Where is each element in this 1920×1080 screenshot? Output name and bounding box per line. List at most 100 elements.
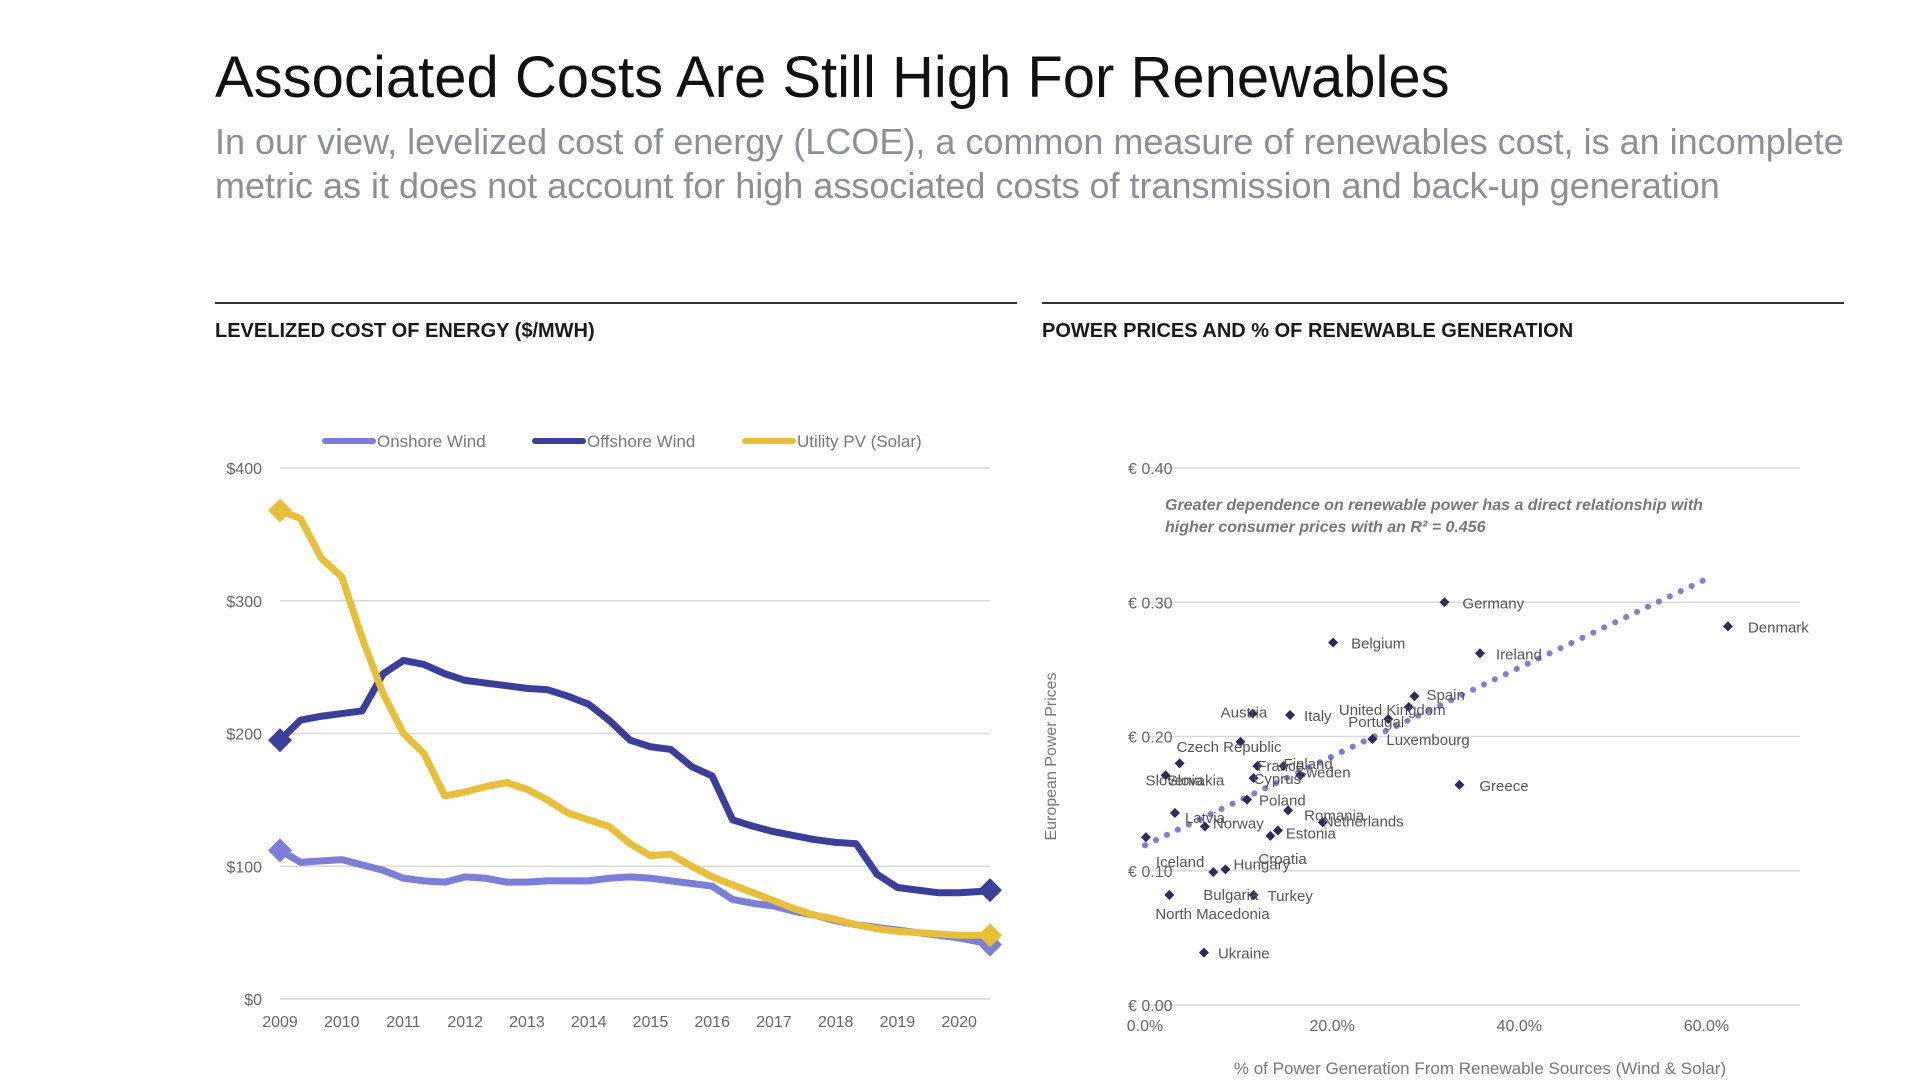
- point-label-united-kingdom: United Kingdom: [1339, 702, 1446, 719]
- data-point-ukraine: [1198, 947, 1209, 958]
- data-point-czech-republic: [1235, 736, 1246, 747]
- y-tick-label: $200: [226, 727, 262, 744]
- x-tick-label: 2012: [447, 1014, 483, 1031]
- annotation-line-2: higher consumer prices with an R² = 0.45…: [1165, 519, 1486, 536]
- data-point-belgium: [1328, 637, 1339, 648]
- x-tick-label: 2013: [509, 1014, 545, 1031]
- x-tick-label: 20.0%: [1309, 1018, 1354, 1035]
- series-line-utility-pv-solar: [276, 506, 994, 939]
- point-label-cyprus: Cyprus: [1254, 771, 1302, 788]
- data-point-greece: [1454, 779, 1465, 790]
- series-end-marker-utility-pv-solar: [978, 923, 1002, 948]
- point-label-bulgaria: Bulgaria: [1203, 887, 1259, 904]
- y-tick-label: $100: [226, 859, 262, 876]
- series-start-marker-utility-pv-solar: [268, 498, 292, 523]
- x-tick-label: 2014: [571, 1014, 607, 1031]
- point-label-austria: Austria: [1221, 705, 1268, 722]
- y-tick-label: $400: [226, 461, 262, 478]
- x-tick-label: 2016: [694, 1014, 730, 1031]
- lcoe-line-chart: $0 $100 $200 $300 $400 2009 2010 2011 2012 2013 20…: [226, 432, 1002, 1031]
- point-label-latvia: Latvia: [1185, 810, 1226, 827]
- data-point-spain: [1409, 691, 1420, 702]
- point-label-north-macedonia: North Macedonia: [1155, 906, 1270, 923]
- y-tick-label: € 0.00: [1128, 998, 1173, 1015]
- data-point-slovakia: [1174, 758, 1185, 769]
- point-label-ukraine: Ukraine: [1218, 946, 1270, 963]
- point-label-france: France: [1257, 758, 1304, 775]
- point-label-iceland: Iceland: [1156, 854, 1204, 871]
- data-point-norway: [1199, 821, 1210, 832]
- point-label-belgium: Belgium: [1351, 636, 1405, 653]
- data-point-ireland: [1474, 648, 1485, 659]
- data-point-italy: [1285, 710, 1296, 721]
- y-tick-label: € 0.30: [1128, 595, 1173, 612]
- point-label-norway: Norway: [1213, 815, 1264, 832]
- point-label-greece: Greece: [1479, 778, 1528, 795]
- data-point-croatia: [1265, 830, 1276, 841]
- point-label-germany: Germany: [1462, 595, 1524, 612]
- y-tick-label: $300: [226, 594, 262, 611]
- x-tick-label: 60.0%: [1684, 1018, 1729, 1035]
- data-point-united-kingdom: [1403, 701, 1414, 712]
- point-label-estonia: Estonia: [1286, 825, 1337, 842]
- data-point-hungary: [1220, 864, 1231, 875]
- right-panel-divider: [1042, 302, 1844, 304]
- series-start-marker-offshore-wind: [268, 728, 292, 753]
- data-point-france: [1252, 761, 1263, 772]
- point-label-hungary: Hungary: [1233, 856, 1290, 873]
- power-price-scatter-chart: € 0.00 € 0.10 € 0.20 € 0.30 € 0.40 0.0% 20.0% 4…: [1043, 461, 1809, 1078]
- data-point-iceland: [1140, 832, 1151, 843]
- point-label-spain: Spain: [1426, 687, 1464, 704]
- page-subtitle: In our view, levelized cost of energy (L…: [215, 121, 1844, 206]
- point-label-slovenia: Slovenia: [1146, 772, 1204, 789]
- data-point-denmark: [1722, 621, 1733, 632]
- page-title: Associated Costs Are Still High For Rene…: [215, 45, 1450, 110]
- series-line-offshore-wind: [276, 656, 994, 897]
- x-tick-label: 40.0%: [1497, 1018, 1542, 1035]
- x-tick-label: 2009: [262, 1014, 298, 1031]
- y-axis-label: European Power Prices: [1043, 672, 1060, 840]
- series-start-marker-onshore-wind: [268, 838, 292, 863]
- x-tick-label: 2019: [880, 1014, 916, 1031]
- data-point-germany: [1439, 597, 1450, 608]
- scatter-panel-title: POWER PRICES AND % OF RENEWABLE GENERATI…: [1042, 320, 1574, 342]
- annotation-line-1: Greater dependence on renewable power ha…: [1165, 497, 1703, 514]
- point-label-czech-republic: Czech Republic: [1176, 739, 1282, 756]
- point-label-portugal: Portugal: [1348, 714, 1404, 731]
- data-point-latvia: [1169, 808, 1180, 819]
- legend-label-utility-pv-solar: Utility PV (Solar): [797, 432, 922, 451]
- y-tick-label: € 0.10: [1128, 864, 1173, 881]
- legend-label-onshore-wind: Onshore Wind: [377, 432, 486, 451]
- point-label-luxembourg: Luxembourg: [1386, 732, 1469, 749]
- y-tick-label: € 0.20: [1128, 730, 1173, 747]
- data-point-sweden: [1295, 770, 1306, 781]
- data-point-finland: [1278, 761, 1289, 772]
- point-label-denmark: Denmark: [1748, 619, 1809, 636]
- data-point-portugal: [1383, 714, 1394, 725]
- point-label-sweden: Sweden: [1296, 764, 1350, 781]
- point-label-poland: Poland: [1259, 793, 1306, 810]
- point-label-italy: Italy: [1304, 708, 1332, 725]
- data-point-poland: [1241, 794, 1252, 805]
- point-label-turkey: Turkey: [1268, 888, 1314, 905]
- x-tick-label: 2017: [756, 1014, 792, 1031]
- y-tick-label: € 0.40: [1128, 461, 1173, 478]
- data-point-slovenia: [1160, 770, 1171, 781]
- point-label-ireland: Ireland: [1496, 646, 1542, 663]
- point-label-croatia: Croatia: [1258, 851, 1307, 868]
- lcoe-panel-title: LEVELIZED COST OF ENERGY ($/MWH): [215, 320, 595, 342]
- data-point-austria: [1247, 708, 1258, 719]
- point-label-romania: Romania: [1304, 807, 1365, 824]
- data-point-romania: [1283, 805, 1294, 816]
- data-point-estonia: [1272, 825, 1283, 836]
- x-tick-label: 0.0%: [1127, 1018, 1163, 1035]
- x-tick-label: 2020: [941, 1014, 977, 1031]
- x-tick-label: 2011: [386, 1014, 421, 1031]
- x-axis-label: % of Power Generation From Renewable Sou…: [1234, 1059, 1726, 1078]
- data-point-north-macedonia: [1164, 889, 1175, 900]
- point-label-finland: Finland: [1283, 756, 1332, 773]
- legend-label-offshore-wind: Offshore Wind: [587, 432, 695, 451]
- trendline: [1142, 573, 1715, 849]
- data-point-cyprus: [1248, 773, 1259, 784]
- x-tick-label: 2010: [324, 1014, 360, 1031]
